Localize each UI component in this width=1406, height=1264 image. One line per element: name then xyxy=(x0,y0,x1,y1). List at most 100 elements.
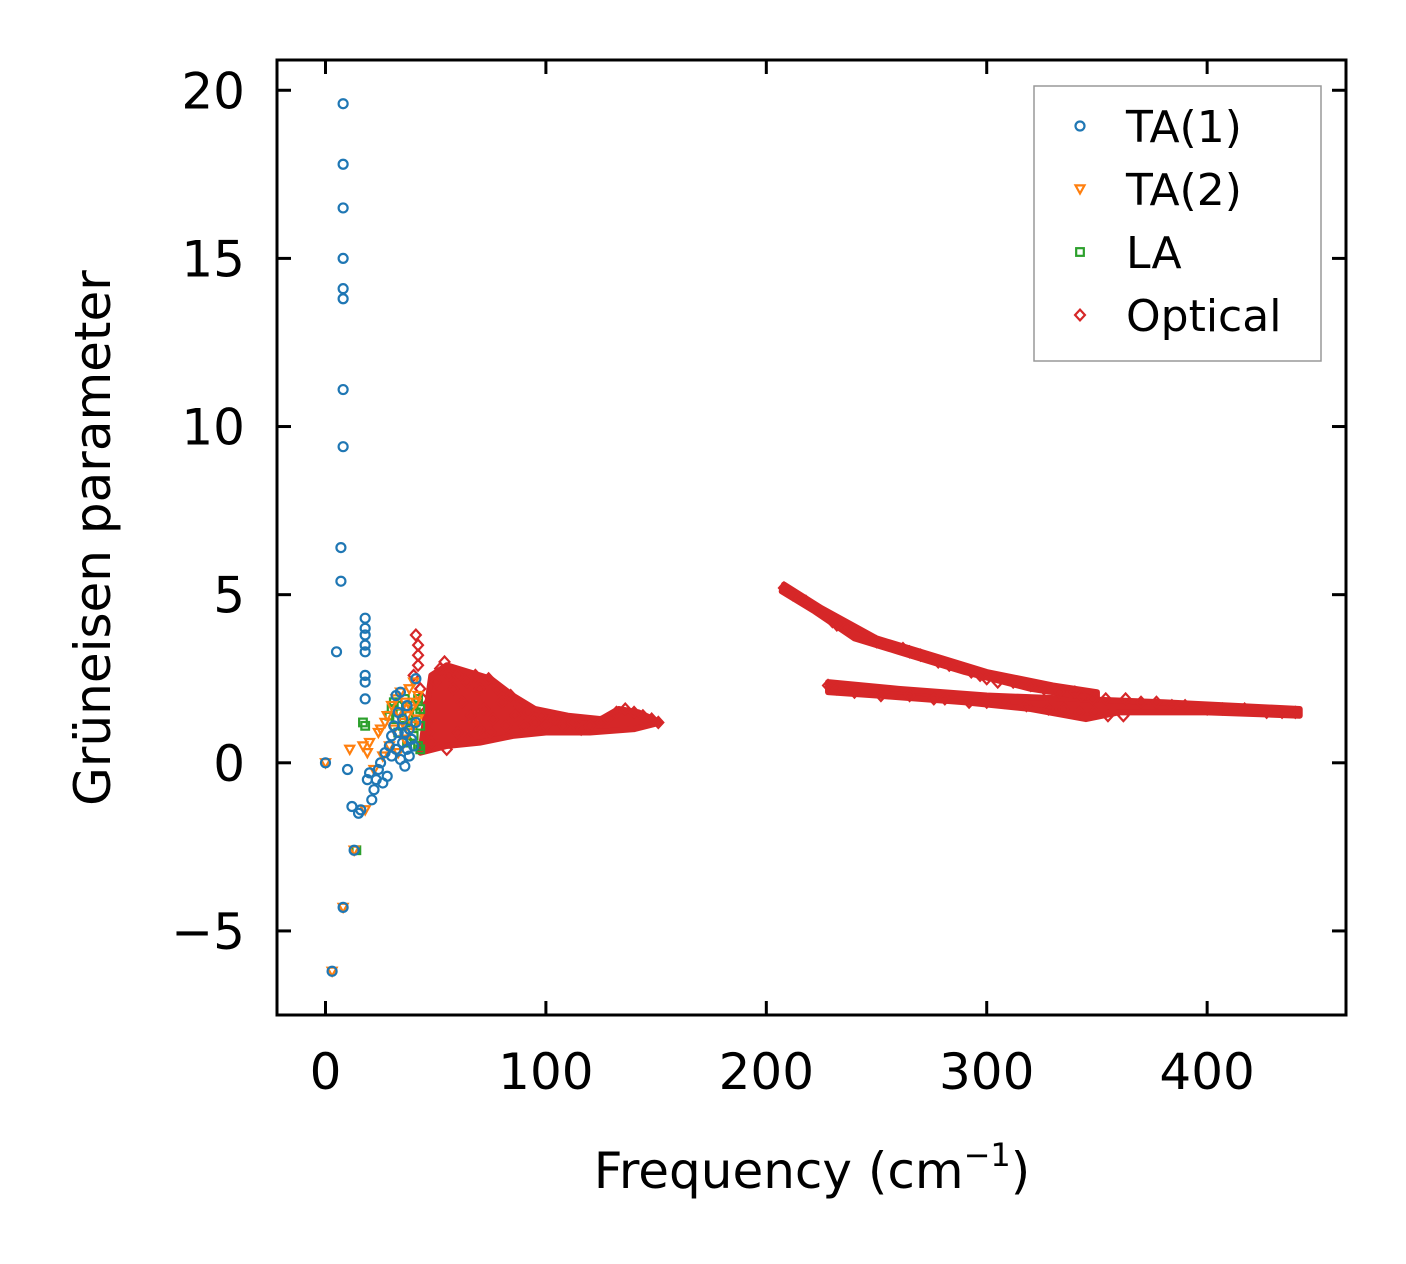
optical-point xyxy=(601,712,615,727)
optical-point xyxy=(565,715,579,730)
optical-point xyxy=(1088,705,1102,720)
ta-1-point xyxy=(408,740,420,752)
y-tick-label: 0 xyxy=(213,735,245,793)
dense-cluster-layer xyxy=(417,581,1303,756)
optical-point xyxy=(548,712,562,727)
ta-2-point xyxy=(411,690,425,703)
optical-point xyxy=(521,705,535,720)
optical-point xyxy=(442,668,456,683)
optical-point xyxy=(420,715,434,730)
ta-2-point xyxy=(363,737,376,750)
optical-point xyxy=(618,701,632,717)
ticks-layer: 0 100 200 300 400 −5 0 5 10 15 20 xyxy=(171,60,1346,1101)
ta-1-point xyxy=(326,965,338,977)
data-points-layer xyxy=(319,98,1302,979)
optical-point xyxy=(896,641,910,656)
ta-1-point xyxy=(403,750,415,762)
legend-marker-optical xyxy=(1073,307,1087,323)
optical-point xyxy=(429,675,443,690)
ta-1-point xyxy=(410,716,422,729)
optical-point xyxy=(409,627,423,643)
optical-point xyxy=(517,718,531,733)
ta-1-point xyxy=(399,760,411,772)
optical-point xyxy=(1119,691,1133,706)
y-tick-label: 10 xyxy=(181,399,245,457)
ta-1-point xyxy=(337,98,349,110)
ta-1-point xyxy=(341,763,354,776)
ta-2-point xyxy=(374,724,387,736)
ta-1-point xyxy=(372,763,384,776)
x-tick-label: 0 xyxy=(310,1043,342,1101)
optical-point xyxy=(535,708,548,723)
optical-point xyxy=(440,742,454,757)
optical-point xyxy=(1150,695,1163,710)
optical-point xyxy=(1238,701,1252,717)
optical-point xyxy=(938,691,952,706)
ta-1-point xyxy=(337,283,349,295)
y-tick-label: 15 xyxy=(181,230,245,288)
optical-point xyxy=(557,718,570,733)
ta-1-point xyxy=(337,293,349,305)
ta-1-point xyxy=(337,252,349,264)
ta-2-point xyxy=(385,700,398,713)
optical-point xyxy=(451,668,465,683)
optical-point xyxy=(508,708,522,723)
optical-point xyxy=(424,735,438,750)
optical-point xyxy=(583,718,597,733)
optical-point xyxy=(462,732,476,747)
ta-1-point xyxy=(366,794,378,806)
optical-point xyxy=(1086,691,1099,706)
optical-point xyxy=(482,671,496,686)
optical-point xyxy=(438,654,451,669)
optical-point xyxy=(499,718,513,733)
ta-1-point xyxy=(374,757,387,769)
ta-1-point xyxy=(359,676,371,688)
optical-point xyxy=(464,708,478,723)
ta-2-point xyxy=(378,717,392,730)
optical-point xyxy=(1101,708,1115,723)
optical-point xyxy=(1072,705,1086,720)
legend-label-ta-1: TA(1) xyxy=(1125,102,1242,153)
optical-point xyxy=(1116,708,1130,723)
optical-point xyxy=(651,715,665,730)
optical-point xyxy=(792,591,806,606)
optical-point xyxy=(490,681,504,696)
ta-1-point xyxy=(359,639,371,651)
ta-1-point xyxy=(401,700,413,712)
ta-1-point xyxy=(403,723,415,735)
legend-label-optical: Optical xyxy=(1126,291,1281,342)
optical-point xyxy=(477,701,491,717)
optical-point xyxy=(1037,681,1051,696)
ta-1-point xyxy=(397,713,409,725)
ta-2-point xyxy=(380,711,394,723)
x-tick-label: 200 xyxy=(719,1043,814,1101)
ta-2-point xyxy=(356,741,370,753)
y-tick-label: −5 xyxy=(171,903,245,961)
y-tick-label: 5 xyxy=(213,567,245,625)
ta-1-point xyxy=(359,669,371,681)
ta-2-point xyxy=(409,697,423,710)
ta-1-point xyxy=(410,673,422,685)
optical-point xyxy=(830,617,844,632)
optical-point xyxy=(839,621,853,636)
ta-1-point xyxy=(359,693,371,705)
ta-1-point xyxy=(337,383,349,396)
ta-1-point xyxy=(337,901,349,913)
optical-point xyxy=(1288,705,1302,720)
ta-1-point xyxy=(359,622,371,634)
ta-1-point xyxy=(392,726,404,739)
ta-1-point xyxy=(337,158,349,170)
optical-point xyxy=(1178,698,1192,713)
optical-point xyxy=(997,695,1011,710)
optical-point xyxy=(460,675,473,690)
la-point xyxy=(415,704,426,714)
legend-marker-la xyxy=(1075,247,1085,257)
legend: TA(1) TA(2) LA Optical xyxy=(1033,85,1322,362)
optical-point xyxy=(495,695,509,710)
ta-1-point xyxy=(359,612,371,624)
optical-point xyxy=(574,722,588,737)
optical-point xyxy=(874,688,888,703)
optical-point xyxy=(1019,698,1033,713)
optical-point xyxy=(486,712,500,727)
optical-point xyxy=(821,678,835,693)
